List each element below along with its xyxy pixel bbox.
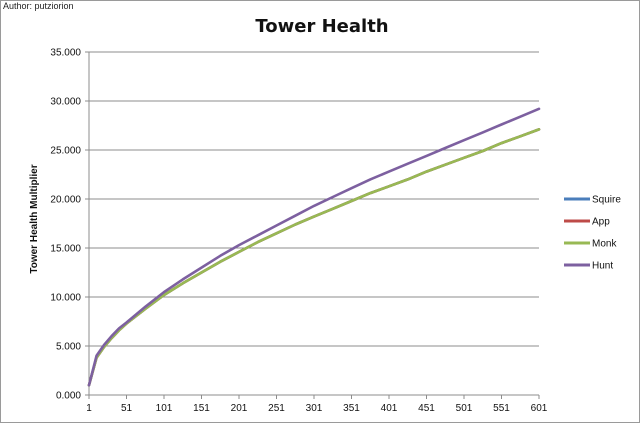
x-tick-label: 501 xyxy=(456,403,473,414)
x-tick-label: 351 xyxy=(343,403,360,414)
y-tick-labels: 0.000 5.000 10.000 15.000 20.000 25.000 30.000… xyxy=(50,48,81,402)
y-tick-label: 35.000 xyxy=(50,48,81,59)
y-tick-label: 15.000 xyxy=(50,244,81,255)
legend-label-monk: Monk xyxy=(592,239,617,250)
legend-label-squire: Squire xyxy=(592,195,621,206)
legend: Squire App Monk Hunt xyxy=(564,195,621,272)
x-tick-label: 451 xyxy=(418,403,435,414)
series-line-squire xyxy=(87,128,541,387)
legend-label-app: App xyxy=(592,217,610,228)
gridlines xyxy=(85,51,539,396)
x-tick-label: 551 xyxy=(493,403,510,414)
chart-title: Tower Health xyxy=(255,16,388,37)
series-lines xyxy=(87,107,541,387)
y-tick-label: 20.000 xyxy=(50,195,81,206)
y-tick-label: 0.000 xyxy=(56,391,81,402)
x-tick-label: 251 xyxy=(268,403,285,414)
series-line-app xyxy=(87,128,541,387)
axes xyxy=(88,52,540,399)
x-tick-label: 401 xyxy=(381,403,398,414)
legend-label-hunt: Hunt xyxy=(592,261,613,272)
y-tick-label: 10.000 xyxy=(50,293,81,304)
x-tick-label: 51 xyxy=(121,403,133,414)
x-tick-label: 601 xyxy=(531,403,548,414)
x-tick-label: 101 xyxy=(156,403,173,414)
author-label: Author: putziorion xyxy=(3,1,74,11)
series-line-monk xyxy=(87,128,541,387)
y-tick-label: 25.000 xyxy=(50,146,81,157)
x-tick-label: 201 xyxy=(231,403,248,414)
y-tick-label: 5.000 xyxy=(56,342,81,353)
series-line-hunt xyxy=(87,107,541,387)
x-tick-label: 151 xyxy=(193,403,210,414)
x-tick-labels: 1 51 101 151 201 251 301 351 401 451 501 551 601 xyxy=(86,403,548,414)
x-tick-label: 301 xyxy=(306,403,323,414)
x-tick-label: 1 xyxy=(86,403,92,414)
y-axis-label: Tower Health Multiplier xyxy=(29,164,40,273)
y-tick-label: 30.000 xyxy=(50,97,81,108)
